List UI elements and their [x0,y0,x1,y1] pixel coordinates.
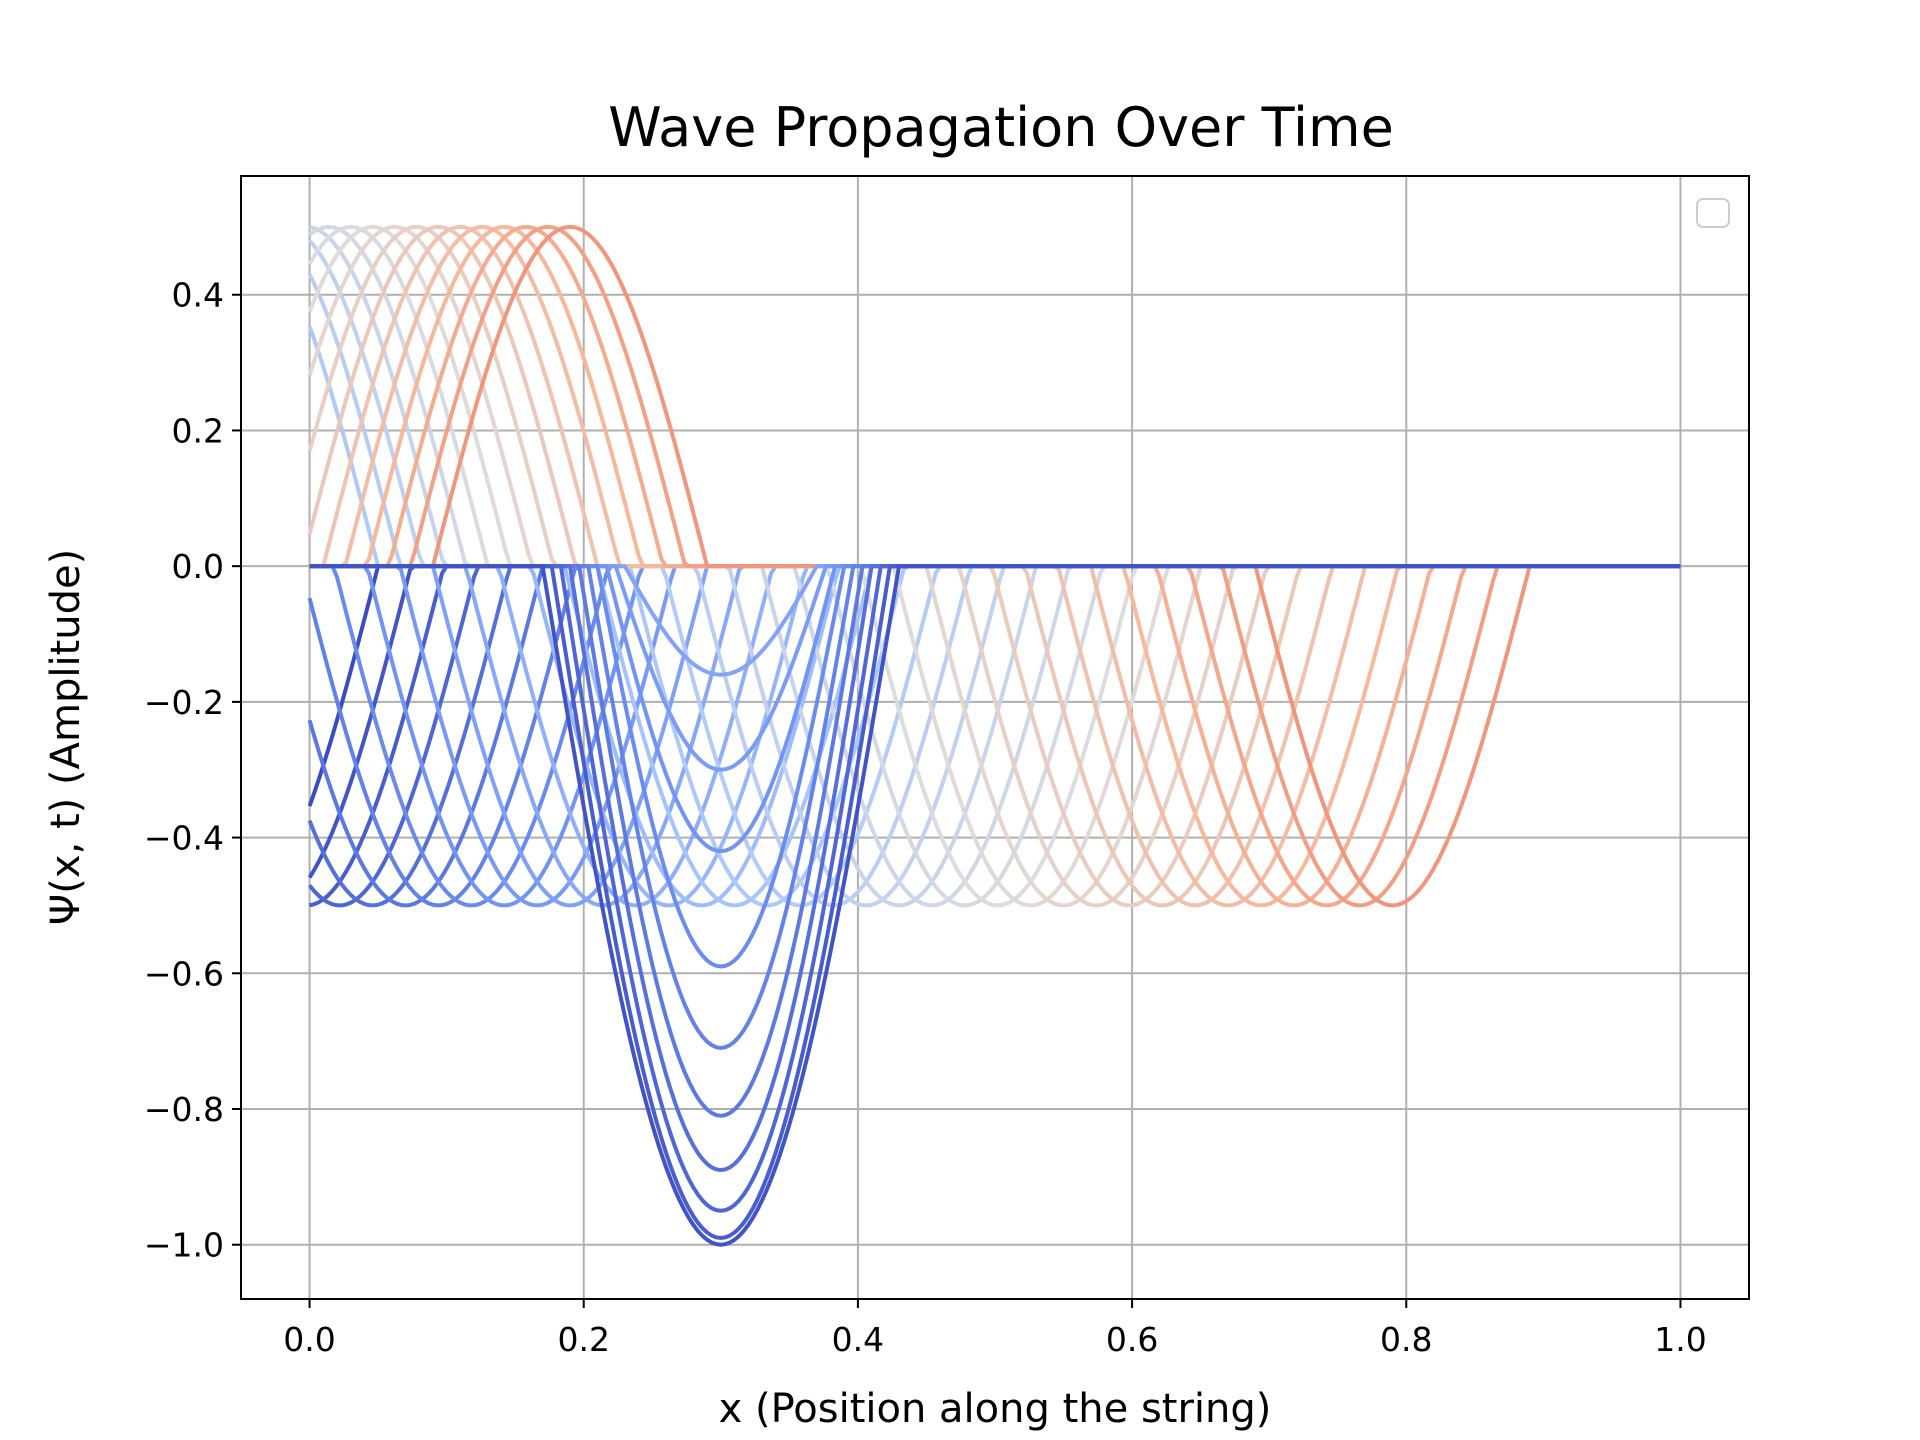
x-tick-label: 0.4 [832,1320,884,1359]
y-axis-label: Ψ(x, t) (Amplitude) [43,549,89,925]
y-tick-label: −0.2 [144,683,224,722]
y-tick-label: 0.2 [172,411,224,450]
superposition-line [309,564,1681,1247]
chart-title: Wave Propagation Over Time [608,96,1394,159]
y-tick-label: 0.4 [172,276,224,315]
x-tick-label: 0.6 [1106,1320,1158,1359]
y-tick-label: −0.6 [144,954,224,993]
x-axis-label: x (Position along the string) [719,1386,1272,1432]
legend-box [1696,198,1730,228]
grid-lines [241,176,1749,1299]
y-axis: 0.4 0.2 0.0 −0.2 −0.4 −0.6 −0.8 −1.0 [144,276,241,1265]
y-tick-label: −1.0 [144,1226,224,1265]
plot-frame [240,175,1750,1300]
x-axis: 0.0 0.2 0.4 0.6 0.8 1.0 [283,1299,1707,1359]
y-tick-label: 0.0 [172,547,224,586]
series-layer [307,224,1681,1247]
y-tick-label: −0.8 [144,1090,224,1129]
x-tick-label: 0.2 [557,1320,609,1359]
x-tick-label: 1.0 [1654,1320,1706,1359]
x-tick-label: 0.8 [1380,1320,1432,1359]
y-tick-label: −0.4 [144,819,224,858]
x-tick-label: 0.0 [283,1320,335,1359]
